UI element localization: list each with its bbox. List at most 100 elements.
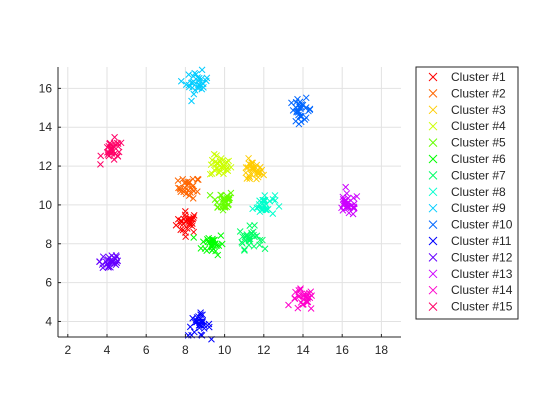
legend-item: Cluster #2 [428, 86, 506, 100]
data-point [350, 194, 357, 202]
legend-label: Cluster #10 [451, 218, 513, 232]
data-point [245, 154, 252, 162]
series-12 [96, 252, 121, 272]
data-point [115, 148, 123, 156]
data-point [184, 332, 192, 339]
data-point [212, 164, 220, 172]
data-point [105, 264, 112, 271]
data-point [181, 208, 189, 215]
data-point [291, 295, 299, 303]
data-point [339, 201, 347, 209]
data-point [205, 320, 213, 328]
x-tick-label: 10 [218, 343, 232, 357]
data-point [220, 195, 227, 203]
data-point [241, 233, 249, 241]
series-2 [174, 175, 202, 202]
data-point [249, 205, 256, 213]
data-point [306, 105, 314, 113]
legend-marker [428, 203, 438, 213]
data-point [217, 232, 225, 239]
data-point [107, 257, 115, 264]
series-7 [236, 222, 269, 254]
legend-marker [428, 89, 438, 98]
data-point [181, 184, 189, 192]
data-point [208, 170, 216, 178]
data-point [255, 203, 262, 211]
data-point [182, 229, 189, 236]
data-point [177, 226, 185, 234]
data-point [110, 140, 118, 147]
data-point [189, 182, 197, 190]
x-tick-label: 12 [257, 343, 271, 357]
data-point [188, 97, 195, 105]
data-point [195, 322, 203, 329]
data-point [215, 169, 223, 177]
data-point [197, 245, 205, 252]
data-point [248, 159, 255, 167]
data-point [291, 294, 299, 302]
legend-item: Cluster #7 [428, 168, 506, 182]
x-tick-label: 8 [182, 343, 189, 357]
data-point [177, 77, 185, 85]
data-point [294, 95, 301, 103]
legend-marker [428, 121, 438, 131]
legend-marker [428, 171, 438, 180]
series-8 [249, 192, 283, 218]
data-point [241, 246, 248, 253]
data-point [294, 304, 302, 312]
data-point [199, 311, 206, 319]
legend-marker [428, 220, 438, 229]
series-15 [97, 133, 125, 168]
series-13 [338, 183, 361, 218]
axes: 2 4 6 8 10 12 14 16 18 4 6 8 10 12 14 16 [39, 67, 401, 357]
legend-item: Cluster #9 [428, 201, 506, 215]
legend-marker [428, 72, 438, 82]
data-point [190, 228, 198, 236]
series-5 [206, 189, 235, 214]
legend-marker [428, 253, 438, 262]
data-point [214, 204, 221, 212]
data-point [302, 114, 310, 122]
legend-label: Cluster #2 [451, 86, 506, 100]
data-point [225, 157, 233, 165]
data-point [193, 314, 201, 321]
data-point [194, 175, 201, 183]
legend-label: Cluster #6 [451, 152, 506, 166]
x-tick-label: 18 [375, 343, 389, 357]
data-point [285, 301, 292, 309]
data-point [246, 173, 254, 181]
data-point [112, 261, 120, 269]
legend-label: Cluster #5 [451, 136, 506, 150]
data-point [190, 234, 198, 241]
y-tick-label: 14 [39, 120, 53, 134]
data-point [111, 133, 118, 141]
legend: Cluster #1 Cluster #2 Cluster #3 Cluster #4… [415, 66, 519, 320]
legend-item: Cluster #3 [428, 103, 506, 117]
data-point [253, 232, 261, 240]
legend-label: Cluster #3 [451, 103, 506, 117]
data-point [205, 323, 213, 331]
data-point [189, 195, 197, 202]
data-point [107, 263, 114, 271]
data-point [259, 196, 267, 204]
legend-label: Cluster #9 [451, 201, 506, 215]
y-tick-label: 8 [45, 237, 52, 251]
data-point [298, 103, 305, 111]
data-point [211, 240, 219, 248]
data-point [188, 222, 196, 230]
data-points [96, 66, 361, 343]
data-point [208, 156, 216, 164]
legend-label: Cluster #11 [451, 234, 512, 248]
series-9 [177, 66, 211, 105]
x-tick-label: 2 [64, 343, 71, 357]
series-4 [206, 150, 235, 178]
data-point [262, 205, 269, 212]
data-point [275, 203, 283, 210]
data-point [256, 208, 264, 216]
data-point [221, 202, 229, 210]
x-tick-label: 16 [336, 343, 350, 357]
legend-label: Cluster #8 [451, 185, 506, 199]
legend-marker [428, 236, 438, 246]
legend-item: Cluster #12 [428, 250, 513, 264]
